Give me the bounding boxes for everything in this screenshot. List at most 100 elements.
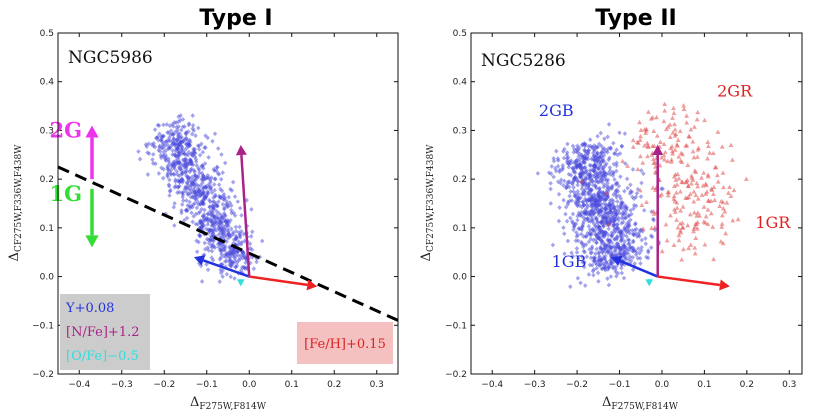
data-point [568,172,574,178]
data-point [174,120,179,126]
data-point [205,211,211,217]
data-point [688,126,694,132]
data-point [218,212,224,218]
data-point [566,171,572,177]
data-point [177,131,183,137]
data-point [595,179,601,185]
data-point [204,236,210,242]
panel-type-ii: Type II −0.4 −0.3 −0.2 −0.1 0.0 0.1 0.2 0.3 −0.2… [419,6,803,412]
data-point [689,175,695,180]
data-point [176,179,182,184]
data-point [611,161,616,167]
data-point [570,181,575,187]
y-tick-label: 0.1 [40,224,54,234]
data-point [176,114,181,120]
data-point [663,126,669,132]
data-point [603,249,608,255]
data-point [651,208,656,214]
data-point [592,221,597,227]
data-point [685,183,691,189]
data-point [196,210,201,216]
data-point [715,129,721,134]
data-point [580,199,585,205]
data-point [551,156,556,161]
data-point [569,198,575,203]
data-point [633,252,639,258]
data-point [685,177,690,183]
data-point [204,226,209,232]
data-point [606,184,611,190]
data-point [676,237,682,243]
data-point [594,177,600,183]
data-point [578,172,584,178]
data-point [609,233,615,239]
data-point [184,198,189,203]
data-point [721,184,726,190]
data-point [177,166,183,172]
data-point [186,183,191,189]
data-point [688,242,694,247]
data-point [587,230,593,236]
data-point [703,191,709,196]
data-point [630,267,636,273]
data-point [629,211,634,217]
data-point [216,199,221,205]
data-point [727,184,732,190]
data-point [612,237,618,242]
data-point [146,141,151,147]
data-point [579,241,585,246]
data-point [193,173,198,179]
data-point [691,199,697,204]
data-point [705,207,711,212]
data-point [193,150,198,156]
data-point [219,152,224,157]
data-point [717,203,723,208]
data-point [624,233,629,239]
data-point [676,232,682,238]
data-point [674,190,679,195]
data-point [585,150,591,155]
data-point [603,163,608,168]
data-point [669,157,674,162]
data-point [160,145,166,151]
data-point [599,241,604,246]
data-point [167,138,172,144]
data-point [605,276,610,282]
data-point [575,255,581,261]
data-point [161,140,166,146]
data-point [601,232,607,238]
data-point [671,110,677,116]
data-point [582,143,588,149]
data-point [645,143,651,148]
data-point [630,137,636,143]
data-point [585,185,591,191]
data-point [621,215,626,221]
data-point [671,183,677,188]
data-point [637,119,642,125]
data-point [569,250,574,256]
data-point [615,222,620,227]
data-point [561,183,566,188]
data-point [651,128,657,134]
data-point [184,135,189,141]
data-point [603,206,608,212]
x-tick-label: −0.1 [609,380,631,390]
data-point [699,175,704,180]
data-point [605,134,610,140]
data-point [192,185,197,190]
vector-arrow-0-head [194,255,206,266]
data-point [548,186,553,192]
x-tick-label: 0.0 [655,380,670,390]
data-point [182,124,187,129]
data-point [608,274,614,279]
data-point [686,245,691,251]
data-point [579,231,584,237]
x-tick-label: −0.2 [153,380,175,390]
data-point [596,209,602,215]
data-point [694,213,700,218]
data-point [157,144,162,150]
data-point [612,151,617,157]
data-point [569,218,575,224]
data-point [624,222,629,227]
data-point [611,203,617,209]
